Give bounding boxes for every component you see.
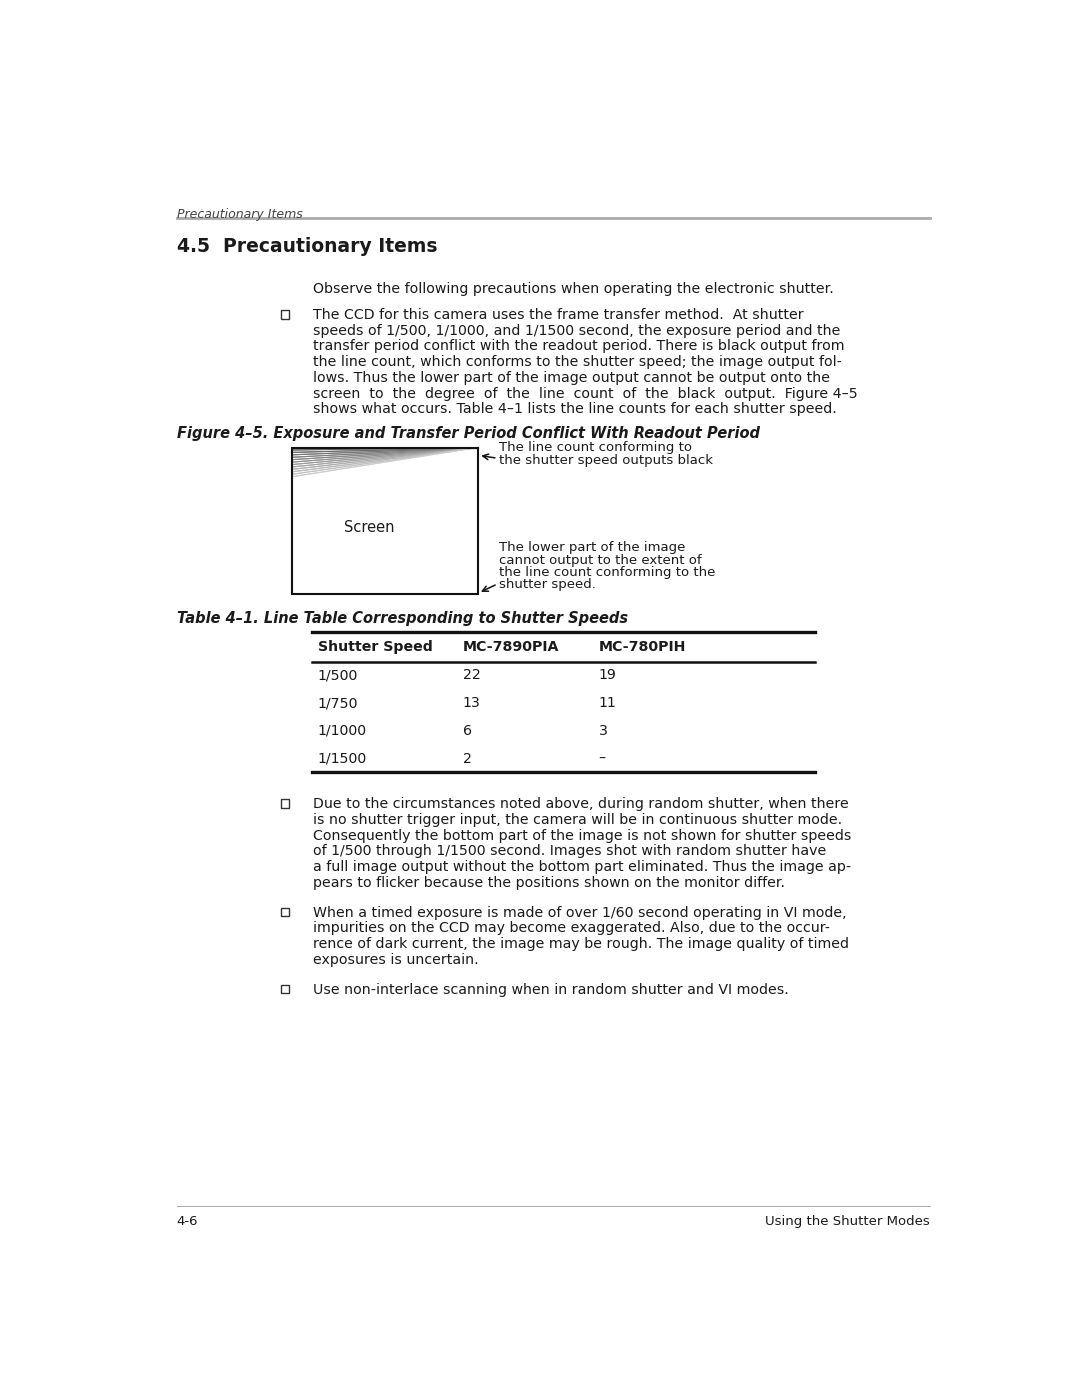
Text: MC-7890PIA: MC-7890PIA <box>463 640 559 654</box>
Text: Due to the circumstances noted above, during random shutter, when there: Due to the circumstances noted above, du… <box>313 798 849 812</box>
Bar <box>292 447 477 594</box>
Text: Consequently the bottom part of the image is not shown for shutter speeds: Consequently the bottom part of the imag… <box>313 828 852 842</box>
Text: 1/1000: 1/1000 <box>318 724 367 738</box>
Bar <box>281 310 289 319</box>
Text: the line count conforming to the: the line count conforming to the <box>499 566 716 580</box>
Text: lows. Thus the lower part of the image output cannot be output onto the: lows. Thus the lower part of the image o… <box>313 372 831 386</box>
Bar <box>281 799 289 807</box>
Text: screen  to  the  degree  of  the  line  count  of  the  black  output.  Figure 4: screen to the degree of the line count o… <box>313 387 858 401</box>
Text: 3: 3 <box>598 724 607 738</box>
Text: rence of dark current, the image may be rough. The image quality of timed: rence of dark current, the image may be … <box>313 937 849 951</box>
Text: 1/500: 1/500 <box>318 668 359 683</box>
Text: MC-780PIH: MC-780PIH <box>598 640 686 654</box>
Text: The lower part of the image: The lower part of the image <box>499 542 686 555</box>
Text: Using the Shutter Modes: Using the Shutter Modes <box>766 1215 930 1228</box>
Text: transfer period conflict with the readout period. There is black output from: transfer period conflict with the readou… <box>313 339 845 353</box>
Text: The line count conforming to: The line count conforming to <box>499 441 692 454</box>
Text: Figure 4–5. Exposure and Transfer Period Conflict With Readout Period: Figure 4–5. Exposure and Transfer Period… <box>177 426 760 441</box>
Text: 1/1500: 1/1500 <box>318 752 367 766</box>
Text: Use non-interlace scanning when in random shutter and VI modes.: Use non-interlace scanning when in rando… <box>313 982 789 996</box>
Text: cannot output to the extent of: cannot output to the extent of <box>499 553 702 567</box>
Text: Precautionary Items: Precautionary Items <box>177 208 302 221</box>
Text: 13: 13 <box>463 696 481 710</box>
Text: 2: 2 <box>463 752 472 766</box>
Text: Observe the following precautions when operating the electronic shutter.: Observe the following precautions when o… <box>313 282 834 296</box>
Text: the shutter speed outputs black: the shutter speed outputs black <box>499 454 713 468</box>
Text: the line count, which conforms to the shutter speed; the image output fol-: the line count, which conforms to the sh… <box>313 355 842 369</box>
Text: impurities on the CCD may become exaggerated. Also, due to the occur-: impurities on the CCD may become exagger… <box>313 922 831 936</box>
Text: 11: 11 <box>598 696 617 710</box>
Text: pears to flicker because the positions shown on the monitor differ.: pears to flicker because the positions s… <box>313 876 785 890</box>
Text: of 1/500 through 1/1500 second. Images shot with random shutter have: of 1/500 through 1/1500 second. Images s… <box>313 844 826 859</box>
Text: 6: 6 <box>463 724 472 738</box>
Text: speeds of 1/500, 1/1000, and 1/1500 second, the exposure period and the: speeds of 1/500, 1/1000, and 1/1500 seco… <box>313 324 840 338</box>
Text: exposures is uncertain.: exposures is uncertain. <box>313 953 478 967</box>
Bar <box>292 447 477 594</box>
Text: 1/750: 1/750 <box>318 696 359 710</box>
Text: –: – <box>598 752 606 766</box>
Text: is no shutter trigger input, the camera will be in continuous shutter mode.: is no shutter trigger input, the camera … <box>313 813 842 827</box>
Bar <box>281 908 289 916</box>
Text: 4-6: 4-6 <box>177 1215 199 1228</box>
Text: When a timed exposure is made of over 1/60 second operating in VI mode,: When a timed exposure is made of over 1/… <box>313 905 847 919</box>
Text: 19: 19 <box>598 668 617 683</box>
Text: shows what occurs. Table 4–1 lists the line counts for each shutter speed.: shows what occurs. Table 4–1 lists the l… <box>313 402 837 416</box>
Text: Table 4–1. Line Table Corresponding to Shutter Speeds: Table 4–1. Line Table Corresponding to S… <box>177 610 627 626</box>
Text: 22: 22 <box>463 668 481 683</box>
Text: Shutter Speed: Shutter Speed <box>318 640 433 654</box>
Text: shutter speed.: shutter speed. <box>499 578 596 591</box>
Text: 4.5  Precautionary Items: 4.5 Precautionary Items <box>177 237 437 256</box>
Text: a full image output without the bottom part eliminated. Thus the image ap-: a full image output without the bottom p… <box>313 861 851 875</box>
Bar <box>281 985 289 993</box>
Text: Screen: Screen <box>345 521 395 535</box>
Text: The CCD for this camera uses the frame transfer method.  At shutter: The CCD for this camera uses the frame t… <box>313 307 804 321</box>
